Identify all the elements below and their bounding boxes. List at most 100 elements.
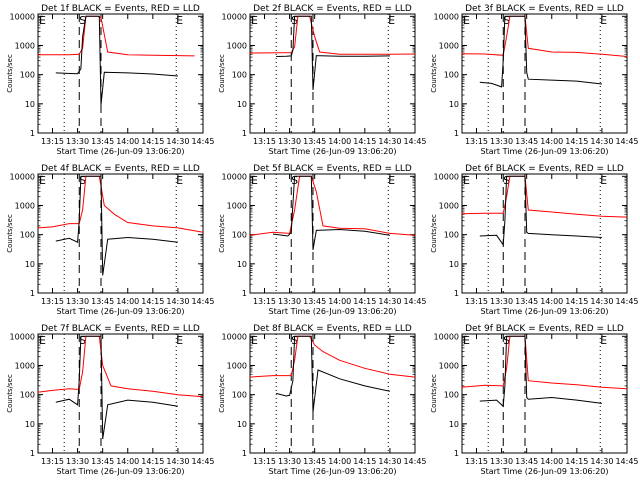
region-label: S	[503, 14, 510, 27]
chart-title: Det 3f BLACK = Events, RED = LLD	[465, 4, 624, 14]
y-tick-label: 1000	[15, 361, 35, 370]
y-axis-label: Counts/sec	[6, 374, 14, 413]
y-tick-label: 1	[454, 449, 459, 458]
y-tick-label: 100	[444, 231, 459, 240]
y-tick-label: 10000	[10, 12, 35, 21]
x-tick-label: 14:00	[540, 137, 563, 146]
x-tick-label: 13:45	[303, 137, 326, 146]
region-label: E	[251, 14, 258, 27]
x-tick-label: 14:45	[191, 297, 214, 306]
x-tick-label: 13:30	[66, 137, 89, 146]
region-label: E	[176, 174, 183, 187]
chart-title: Det 9f BLACK = Events, RED = LLD	[465, 324, 624, 334]
chart-title: Det 8f BLACK = Events, RED = LLD	[253, 324, 412, 334]
x-tick-label: 14:30	[590, 297, 613, 306]
x-tick-label: 13:15	[41, 457, 64, 466]
y-tick-label: 1000	[227, 201, 247, 210]
plot-frame	[461, 13, 628, 134]
y-axis-label: Counts/sec	[430, 374, 438, 413]
y-tick-label: 10	[237, 260, 247, 269]
x-tick-label: 14:15	[565, 457, 588, 466]
y-tick-label: 100	[20, 231, 35, 240]
series-line-lld	[37, 15, 195, 57]
region-label: E	[39, 174, 46, 187]
y-tick-label: 10000	[222, 12, 247, 21]
x-tick-label: 14:30	[166, 137, 189, 146]
plot-frame	[249, 333, 416, 454]
region-label: E	[600, 14, 607, 27]
y-tick-label: 10000	[10, 172, 35, 181]
y-axis-label: Counts/sec	[430, 54, 438, 93]
y-axis-label: Counts/sec	[430, 214, 438, 253]
region-label: E	[39, 334, 46, 347]
x-tick-label: 14:45	[403, 457, 426, 466]
y-tick-label: 10	[25, 420, 35, 429]
x-tick-label: 14:30	[378, 297, 401, 306]
x-tick-label: 13:15	[465, 137, 488, 146]
y-tick-label: 1	[30, 449, 35, 458]
plot-frame	[37, 173, 204, 294]
y-tick-label: 10000	[222, 172, 247, 181]
y-tick-label: 10	[25, 260, 35, 269]
x-tick-label: 13:45	[515, 137, 538, 146]
x-tick-label: 14:30	[378, 137, 401, 146]
x-axis-label: Start Time (26-Jun-09 13:06:20)	[269, 147, 397, 156]
y-tick-label: 10000	[434, 172, 459, 181]
x-tick-label: 13:30	[278, 457, 301, 466]
y-tick-label: 10000	[222, 332, 247, 341]
x-tick-label: 14:30	[166, 297, 189, 306]
chart-panel-9: Det 9f BLACK = Events, RED = LLD Counts/s…	[430, 324, 639, 476]
y-tick-label: 10	[449, 100, 459, 109]
plot-frame	[249, 13, 416, 134]
y-tick-label: 10	[25, 100, 35, 109]
x-tick-label: 13:15	[41, 297, 64, 306]
x-tick-label: 13:45	[515, 457, 538, 466]
y-tick-label: 10	[449, 260, 459, 269]
x-tick-label: 14:15	[353, 137, 376, 146]
y-tick-label: 1000	[227, 361, 247, 370]
y-tick-label: 1000	[439, 361, 459, 370]
x-tick-label: 13:45	[91, 297, 114, 306]
x-axis-label: Start Time (26-Jun-09 13:06:20)	[481, 467, 609, 476]
region-label: E	[39, 14, 46, 27]
region-label: E	[600, 334, 607, 347]
y-axis-label: Counts/sec	[6, 54, 14, 93]
series-line-events	[276, 335, 391, 413]
x-axis-label: Start Time (26-Jun-09 13:06:20)	[481, 147, 609, 156]
x-tick-label: 14:30	[166, 457, 189, 466]
chart-panel-7: Det 7f BLACK = Events, RED = LLD Counts/s…	[6, 324, 215, 476]
x-tick-label: 14:00	[540, 457, 563, 466]
region-label: E	[176, 14, 183, 27]
series-line-events	[479, 335, 602, 408]
y-tick-label: 1	[30, 129, 35, 138]
y-tick-label: 1000	[439, 201, 459, 210]
x-tick-label: 14:45	[615, 137, 638, 146]
chart-panel-4: Det 4f BLACK = Events, RED = LLD Counts/s…	[6, 164, 215, 316]
chart-panel-5: Det 5f BLACK = Events, RED = LLD Counts/s…	[218, 164, 427, 316]
chart-title: Det 6f BLACK = Events, RED = LLD	[465, 164, 624, 174]
y-tick-label: 100	[232, 391, 247, 400]
y-tick-label: 1	[454, 129, 459, 138]
chart-panel-3: Det 3f BLACK = Events, RED = LLD Counts/s…	[430, 4, 639, 156]
y-tick-label: 100	[444, 391, 459, 400]
y-tick-label: 1000	[439, 41, 459, 50]
y-tick-label: 10	[237, 420, 247, 429]
x-tick-label: 13:30	[278, 137, 301, 146]
plot-frame	[461, 333, 628, 454]
y-tick-label: 1	[454, 289, 459, 298]
x-tick-label: 14:45	[403, 297, 426, 306]
x-axis-label: Start Time (26-Jun-09 13:06:20)	[57, 467, 185, 476]
x-tick-label: 14:15	[565, 137, 588, 146]
x-tick-label: 14:15	[353, 457, 376, 466]
x-tick-label: 13:15	[465, 457, 488, 466]
region-label: E	[176, 334, 183, 347]
y-tick-label: 100	[20, 71, 35, 80]
x-tick-label: 13:30	[278, 297, 301, 306]
x-axis-label: Start Time (26-Jun-09 13:06:20)	[269, 467, 397, 476]
x-tick-label: 13:30	[490, 297, 513, 306]
y-tick-label: 1000	[15, 41, 35, 50]
x-tick-label: 14:45	[615, 297, 638, 306]
y-tick-label: 100	[444, 71, 459, 80]
x-tick-label: 13:45	[91, 137, 114, 146]
